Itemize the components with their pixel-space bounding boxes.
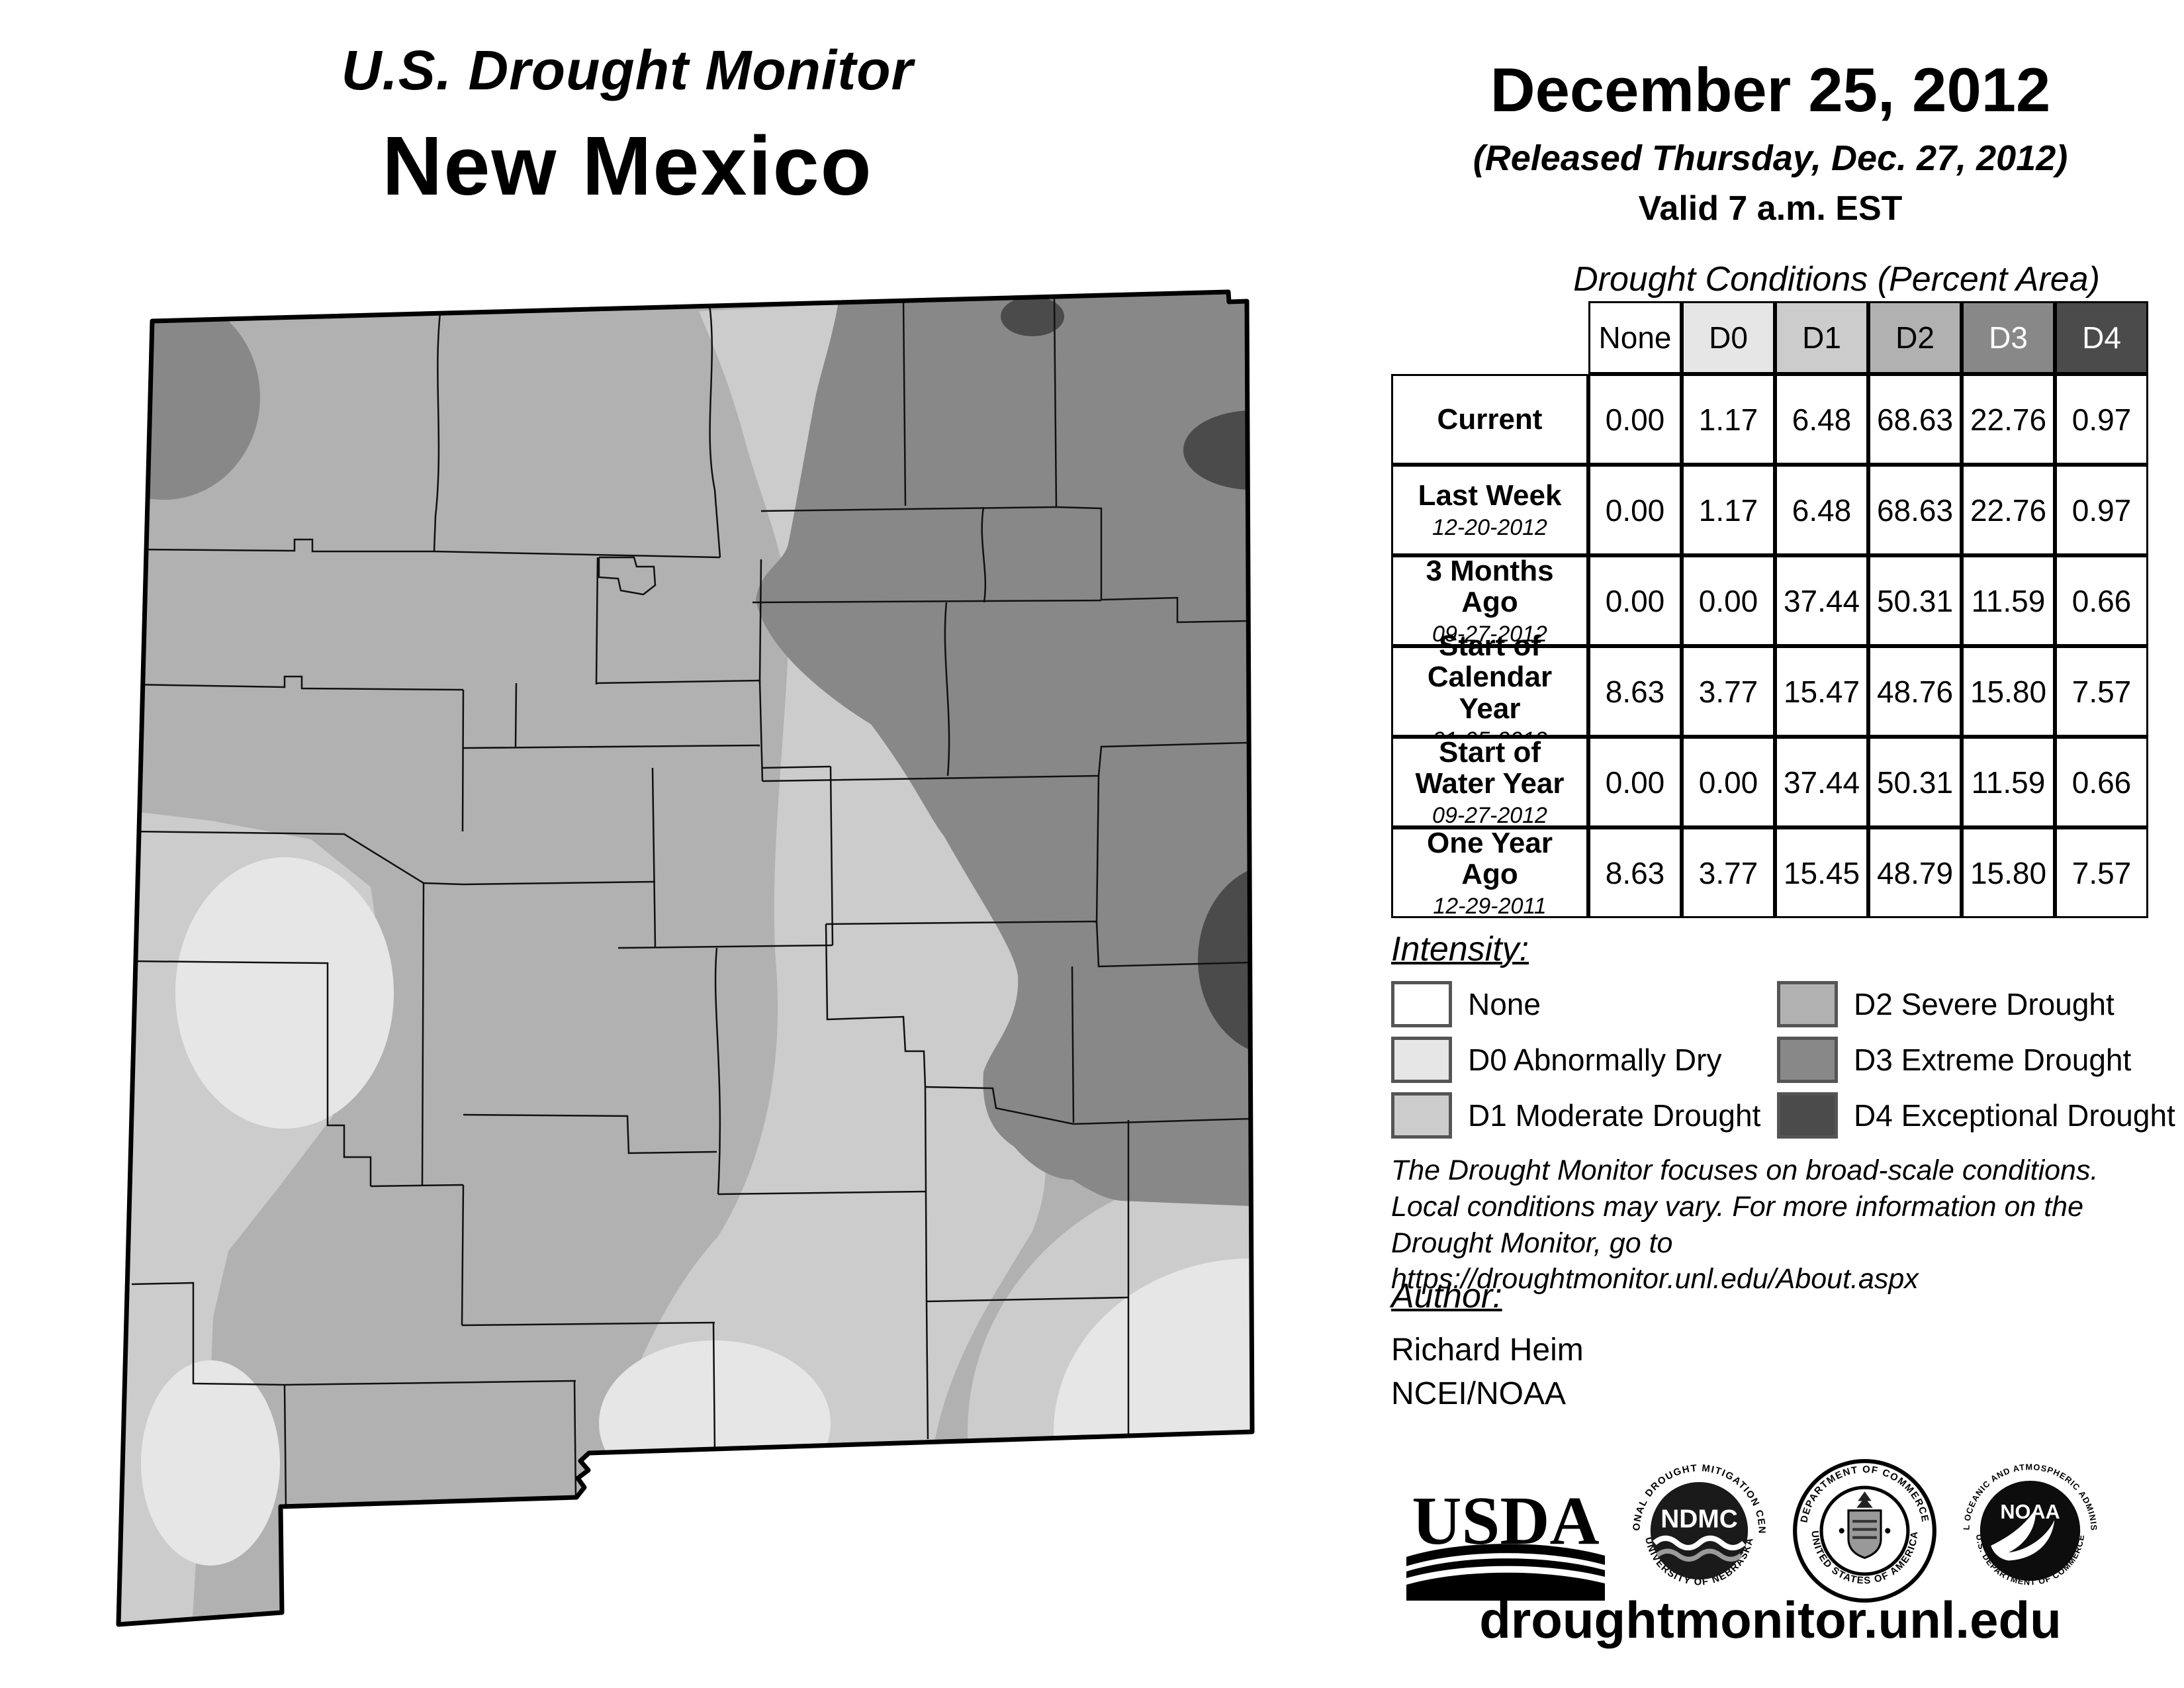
col-header-d2: D2 xyxy=(1868,301,1962,374)
legend-item-none: None xyxy=(1391,981,1541,1027)
value-cell: 1.17 xyxy=(1682,465,1775,555)
value-cell: 11.59 xyxy=(1962,737,2055,827)
legend-swatch-d1 xyxy=(1391,1092,1452,1139)
value-cell: 50.31 xyxy=(1868,555,1962,646)
value-cell: 15.45 xyxy=(1775,827,1868,918)
disclaimer-line: The Drought Monitor focuses on broad-sca… xyxy=(1391,1154,2099,1186)
row-label-current: Current xyxy=(1391,374,1588,465)
legend-item-d0: D0 Abnormally Dry xyxy=(1391,1037,1721,1083)
disclaimer-line: Drought Monitor, go to https://droughtmo… xyxy=(1391,1227,1919,1295)
value-cell: 48.79 xyxy=(1868,827,1962,918)
state-name-title: New Mexico xyxy=(382,119,873,212)
usda-logo: USDA xyxy=(1406,1483,1605,1601)
value-cell: 37.44 xyxy=(1775,737,1868,827)
value-cell: 0.00 xyxy=(1588,374,1682,465)
legend-item-d1: D1 Moderate Drought xyxy=(1391,1092,1760,1139)
value-cell: 1.17 xyxy=(1682,374,1775,465)
legend-swatch-d3 xyxy=(1777,1037,1838,1083)
map-region-d4 xyxy=(1001,297,1252,1056)
state-outline xyxy=(116,289,1255,1627)
value-cell: 8.63 xyxy=(1588,827,1682,918)
value-cell: 6.48 xyxy=(1775,374,1868,465)
value-cell: 50.31 xyxy=(1868,737,1962,827)
value-cell: 15.47 xyxy=(1775,646,1868,737)
legend-item-d4: D4 Exceptional Drought xyxy=(1777,1092,2175,1139)
value-cell: 7.57 xyxy=(2055,646,2148,737)
ndmc-logo: NATIONAL DROUGHT MITIGATION CENTER UNIVE… xyxy=(1625,1456,1772,1604)
author-heading: Author: xyxy=(1391,1277,1502,1315)
value-cell: 22.76 xyxy=(1962,374,2055,465)
value-cell: 0.00 xyxy=(1682,737,1775,827)
legend-swatch-d4 xyxy=(1777,1092,1838,1139)
value-cell: 7.57 xyxy=(2055,827,2148,918)
department-of-commerce-seal: DEPARTMENT OF COMMERCE UNITED STATES OF … xyxy=(1793,1459,1936,1603)
value-cell: 0.00 xyxy=(1588,465,1682,555)
legend-item-d2: D2 Severe Drought xyxy=(1777,981,2115,1027)
value-cell: 15.80 xyxy=(1962,646,2055,737)
row-label-last-week: Last Week 12-20-2012 xyxy=(1391,465,1588,555)
row-label-3-months-ago: 3 Months Ago 09-27-2012 xyxy=(1391,555,1588,646)
value-cell: 37.44 xyxy=(1775,555,1868,646)
value-cell: 0.00 xyxy=(1588,555,1682,646)
author-name: Richard Heim xyxy=(1391,1333,1584,1368)
map-region-d3 xyxy=(118,292,1252,1209)
col-header-d3: D3 xyxy=(1962,301,2055,374)
svg-text:NDMC: NDMC xyxy=(1661,1505,1738,1533)
value-cell: 3.77 xyxy=(1682,646,1775,737)
value-cell: 0.00 xyxy=(1588,737,1682,827)
legend-swatch-d0 xyxy=(1391,1037,1452,1083)
doc-shield-icon xyxy=(1847,1509,1882,1560)
value-cell: 22.76 xyxy=(1962,465,2055,555)
new-mexico-drought-map xyxy=(116,289,1255,1627)
col-header-none: None xyxy=(1588,301,1682,374)
col-header-d4: D4 xyxy=(2055,301,2148,374)
value-cell: 68.63 xyxy=(1868,374,1962,465)
valid-time: Valid 7 a.m. EST xyxy=(1638,189,1903,228)
value-cell: 11.59 xyxy=(1962,555,2055,646)
legend-swatch-none xyxy=(1391,981,1452,1027)
author-org: NCEI/NOAA xyxy=(1391,1376,1567,1411)
value-cell: 48.76 xyxy=(1868,646,1962,737)
footer-url: droughtmonitor.unl.edu xyxy=(1479,1591,2062,1649)
noaa-logo: NATIONAL OCEANIC AND ATMOSPHERIC ADMINIS… xyxy=(1956,1456,2103,1604)
report-title: U.S. Drought Monitor xyxy=(341,39,914,101)
legend-item-d3: D3 Extreme Drought xyxy=(1777,1037,2131,1083)
release-date: (Released Thursday, Dec. 27, 2012) xyxy=(1473,138,2068,178)
value-cell: 0.66 xyxy=(2055,737,2148,827)
value-cell: 6.48 xyxy=(1775,465,1868,555)
value-cell: 0.00 xyxy=(1682,555,1775,646)
county-boundaries xyxy=(129,297,1251,1509)
value-cell: 0.97 xyxy=(2055,465,2148,555)
disclaimer-line: Local conditions may vary. For more info… xyxy=(1391,1191,2084,1223)
value-cell: 8.63 xyxy=(1588,646,1682,737)
col-header-d1: D1 xyxy=(1775,301,1868,374)
value-cell: 15.80 xyxy=(1962,827,2055,918)
noaa-bird-icon xyxy=(1991,1509,2055,1561)
table-corner-cell xyxy=(1391,301,1588,374)
report-date: December 25, 2012 xyxy=(1490,55,2051,124)
drought-conditions-table: None D0 D1 D2 D3 D4 Current 0.00 1.17 6.… xyxy=(1391,301,2148,918)
row-label-start-water-year: Start of Water Year 09-27-2012 xyxy=(1391,736,1588,827)
intensity-heading: Intensity: xyxy=(1391,930,1529,968)
row-label-start-calendar-year: Start of Calendar Year01-05-2012 xyxy=(1391,630,1588,753)
row-label-one-year-ago: One Year Ago 12-29-2011 xyxy=(1391,827,1588,918)
value-cell: 68.63 xyxy=(1868,465,1962,555)
value-cell: 3.77 xyxy=(1682,827,1775,918)
legend-swatch-d2 xyxy=(1777,981,1838,1027)
value-cell: 0.66 xyxy=(2055,555,2148,646)
value-cell: 0.97 xyxy=(2055,374,2148,465)
doc-eagle-icon xyxy=(1856,1491,1873,1508)
table-title: Drought Conditions (Percent Area) xyxy=(1573,260,2100,299)
col-header-d0: D0 xyxy=(1682,301,1775,374)
